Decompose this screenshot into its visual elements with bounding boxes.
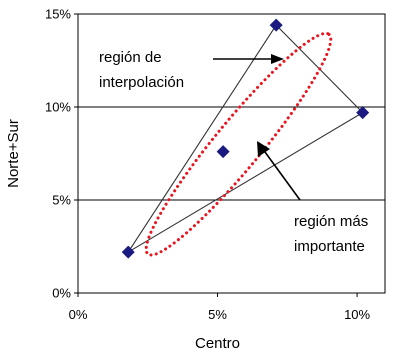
data-point [121, 245, 135, 259]
y-tick-label: 10% [45, 100, 71, 115]
annotation-interpolation-line2: interpolación [99, 74, 184, 91]
y-tick-label: 5% [52, 193, 71, 208]
plot-frame [77, 13, 386, 294]
arrow-to-ellipse-head [257, 141, 270, 157]
x-tick-label: 0% [69, 307, 88, 322]
annotation-important-line2: importante [294, 238, 365, 255]
data-point [269, 18, 283, 32]
data-points [121, 18, 370, 259]
important-region-ellipse [144, 31, 333, 257]
y-tick-label: 15% [45, 7, 71, 22]
data-point [216, 145, 230, 159]
annotations: región de interpolación región más impor… [99, 49, 368, 255]
grid-lines [78, 13, 385, 201]
arrow-to-triangle-head [271, 54, 284, 64]
axes: 0% 5% 10% 15% 0% 5% 10% [45, 7, 371, 323]
arrow-to-ellipse [264, 151, 301, 201]
y-axis-label: Norte+Sur [5, 119, 22, 188]
data-point [356, 106, 370, 120]
x-tick-label: 5% [208, 307, 227, 322]
x-tick-label: 10% [344, 307, 370, 322]
x-axis-label: Centro [195, 335, 240, 352]
annotation-important-line1: región más [294, 213, 368, 230]
y-tick-label: 0% [52, 286, 71, 301]
annotation-interpolation-line1: región de [99, 49, 162, 66]
